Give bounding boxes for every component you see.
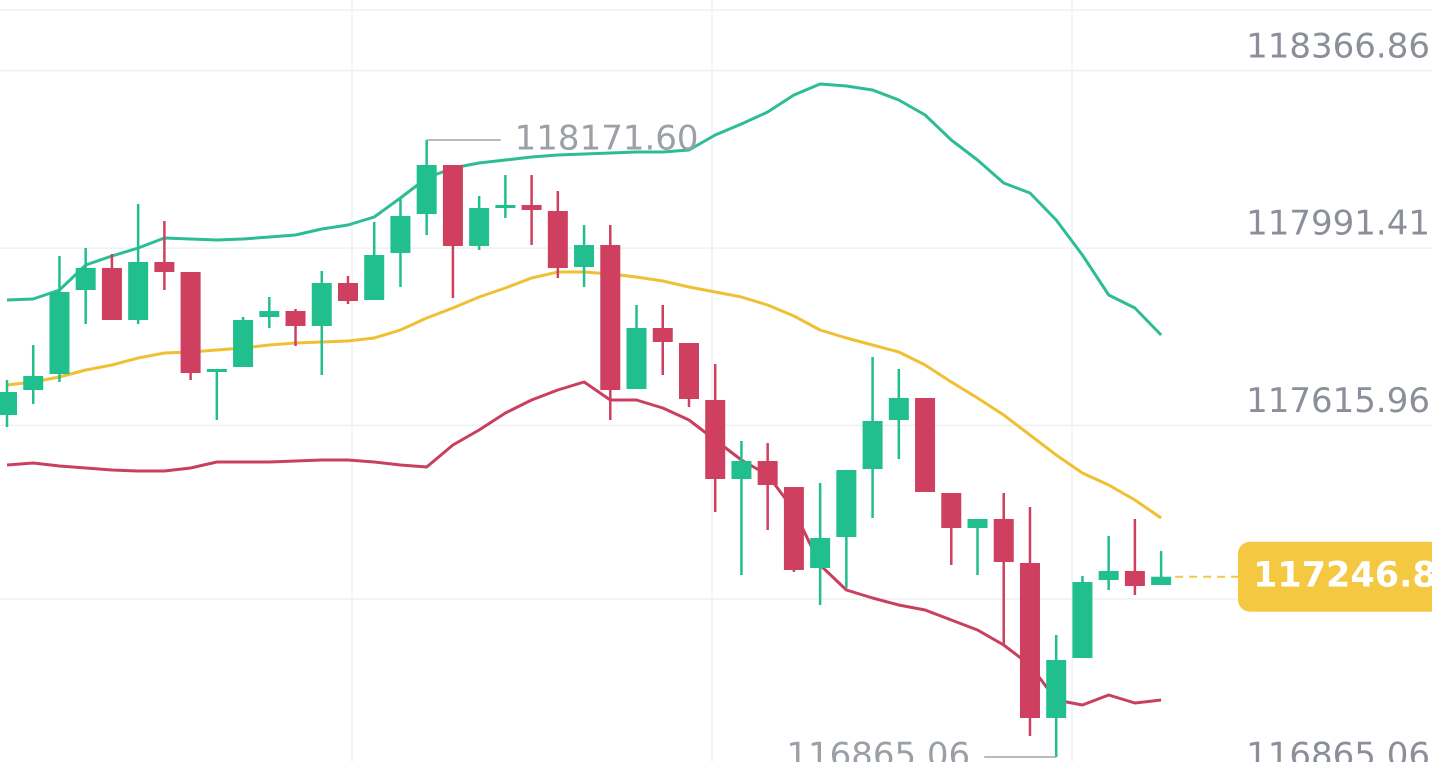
candle-body	[154, 261, 175, 273]
candle-body	[941, 493, 962, 529]
candle-body	[337, 283, 358, 302]
last-price-tag	[1238, 541, 1432, 612]
candle-body	[810, 538, 831, 569]
candle-body	[128, 261, 149, 320]
candle-body	[1151, 576, 1172, 586]
candle-body	[259, 311, 280, 318]
candle-body	[49, 291, 70, 375]
candle-body	[626, 328, 647, 389]
candle-body	[574, 244, 595, 268]
candle-body	[993, 518, 1014, 563]
candle-body	[862, 420, 883, 470]
candle-body	[101, 267, 122, 320]
candle-body	[416, 164, 437, 215]
candle-body	[836, 470, 857, 538]
last-price-label: 117246.87	[1253, 556, 1432, 596]
low-marker-label: 116865.06	[786, 736, 970, 762]
candle-body	[915, 398, 936, 493]
candle-body	[469, 208, 490, 246]
candle-body	[364, 255, 385, 301]
y-tick-label: 118366.86	[1246, 26, 1430, 66]
candle-body	[731, 460, 752, 479]
candle-body	[1098, 570, 1119, 581]
band-line	[6, 380, 1162, 707]
candle-body	[0, 392, 17, 416]
candle-body	[233, 319, 254, 368]
candle-body	[442, 164, 463, 246]
band-line	[6, 270, 1162, 520]
high-marker-label: 118171.60	[515, 119, 699, 159]
candle-body	[967, 518, 988, 529]
candle-body	[285, 311, 306, 326]
band-line	[6, 82, 1163, 337]
candle-body	[783, 487, 804, 570]
candle-body	[311, 283, 332, 326]
candle-body	[705, 399, 726, 479]
candle-body	[495, 204, 516, 209]
candle-body	[652, 328, 673, 342]
candle-body	[600, 244, 621, 391]
candle-body	[757, 460, 778, 485]
candle-body	[390, 216, 411, 254]
candle-body	[23, 375, 44, 391]
candle-body	[547, 210, 568, 268]
candle-body	[521, 204, 542, 211]
y-tick-label: 117991.41	[1246, 204, 1430, 244]
y-tick-label: 117615.96	[1246, 381, 1430, 421]
candle-body	[888, 398, 909, 421]
candle-body	[1046, 659, 1067, 718]
candle-body	[180, 272, 201, 374]
y-tick-label: 116865.06	[1246, 736, 1430, 762]
candle-body	[678, 342, 699, 399]
candle-body	[1019, 562, 1040, 718]
candle-body	[206, 369, 227, 372]
candle-body	[75, 267, 96, 291]
candle-body	[1072, 581, 1093, 659]
candle-body	[1124, 570, 1145, 586]
